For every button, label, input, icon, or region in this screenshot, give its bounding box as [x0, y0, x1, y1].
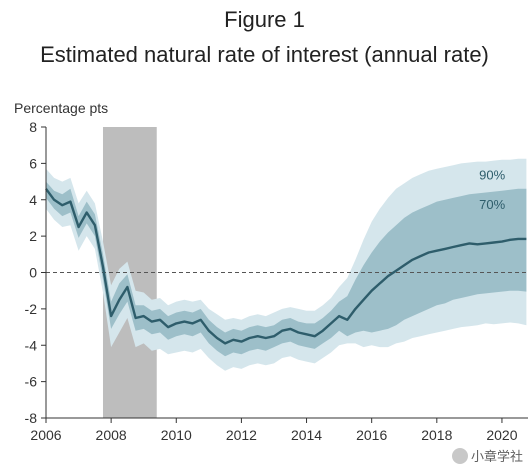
figure-label: Figure 1: [224, 7, 305, 32]
x-tick-label: 2012: [226, 427, 257, 443]
wechat-icon: [451, 447, 468, 464]
figure-title: Estimated natural rate of interest (annu…: [40, 42, 489, 67]
x-tick-label: 2018: [421, 427, 452, 443]
y-tick-label: 0: [29, 265, 37, 281]
y-tick-label: 8: [29, 119, 37, 135]
y-tick-label: -2: [25, 301, 38, 317]
y-tick-label: 2: [29, 228, 37, 244]
x-tick-label: 2008: [96, 427, 127, 443]
y-tick-label: 6: [29, 155, 37, 171]
x-tick-label: 2006: [30, 427, 61, 443]
y-tick-label: -4: [25, 337, 38, 353]
x-tick-label: 2016: [356, 427, 387, 443]
band-70-percent: [46, 181, 527, 357]
y-tick-label: -6: [25, 374, 38, 390]
watermark: 小章学社: [451, 446, 523, 465]
x-tick-label: 2010: [161, 427, 192, 443]
band-label: 90%: [479, 168, 505, 183]
band-label: 70%: [479, 197, 505, 212]
y-axis-label: Percentage pts: [14, 100, 108, 116]
x-tick-label: 2014: [291, 427, 322, 443]
x-tick-label: 2020: [486, 427, 517, 443]
watermark-text: 小章学社: [470, 449, 523, 464]
y-tick-label: 4: [29, 192, 37, 208]
y-tick-label: -8: [25, 410, 38, 426]
median-line: [45, 188, 527, 345]
